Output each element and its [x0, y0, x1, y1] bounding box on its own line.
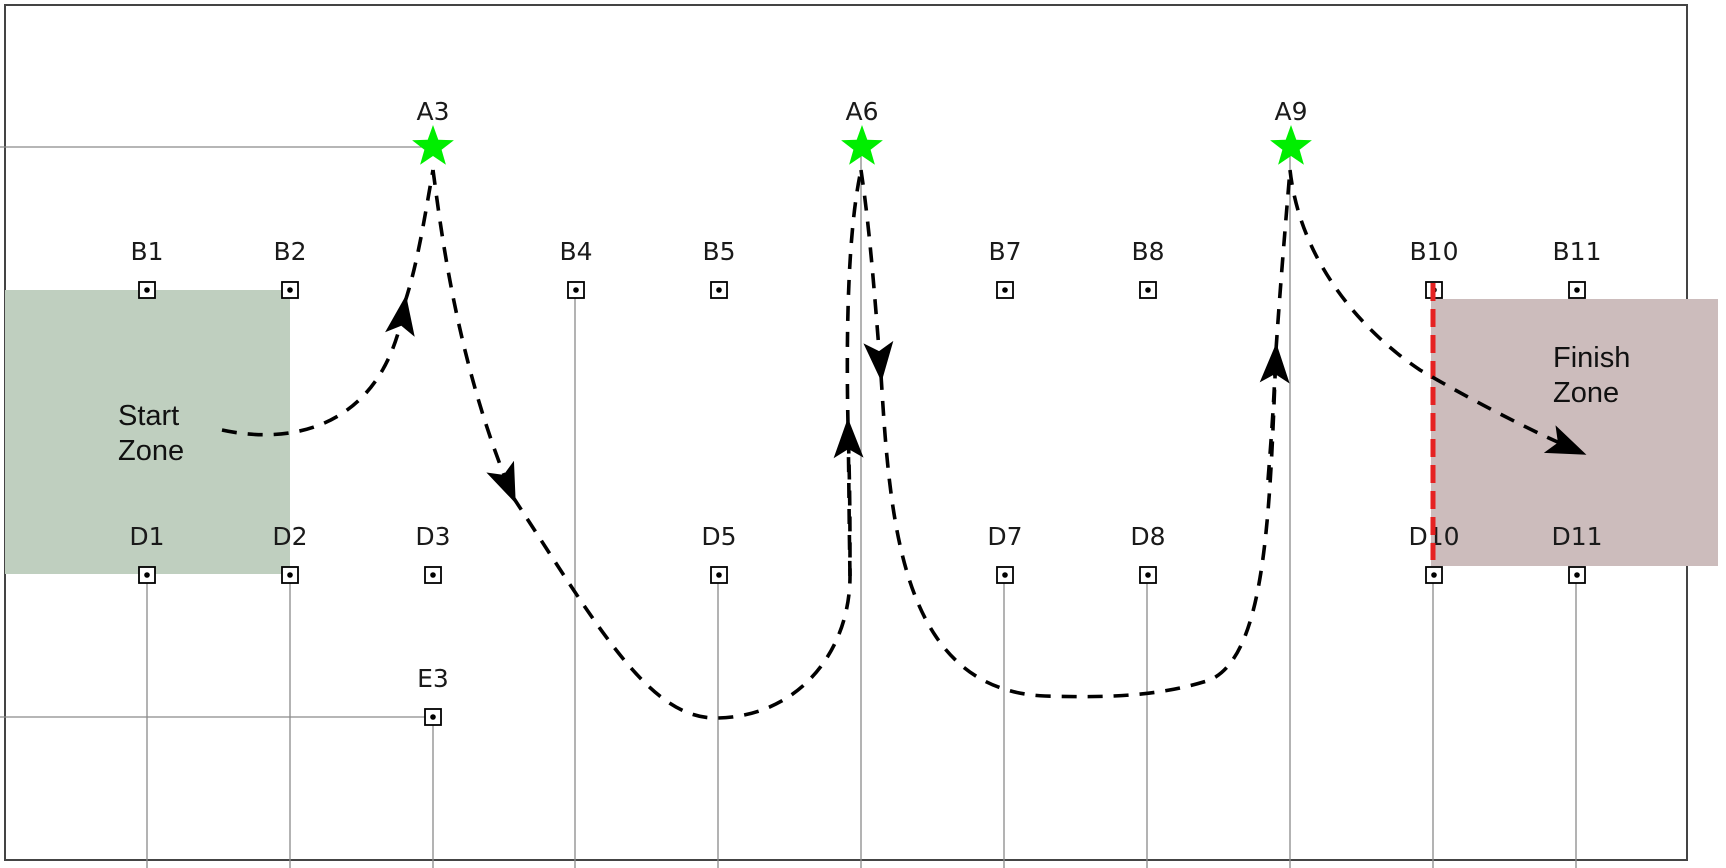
post-dot-icon — [144, 572, 150, 578]
marker-label: B1 — [130, 237, 163, 266]
marker-label: D8 — [1130, 522, 1165, 551]
marker-a6: A6 — [841, 97, 883, 165]
start-zone — [5, 290, 290, 574]
marker-d1: D1 — [129, 522, 165, 584]
marker-label: D11 — [1551, 522, 1602, 551]
marker-label: A3 — [416, 97, 449, 126]
marker-a9: A9 — [1270, 97, 1312, 165]
path-segment-start-to-a3 — [221, 295, 415, 437]
marker-label: B2 — [273, 237, 306, 266]
post-dot-icon — [1574, 572, 1580, 578]
marker-label: B8 — [1131, 237, 1164, 266]
marker-label: D7 — [987, 522, 1022, 551]
star-icon — [1270, 125, 1312, 165]
marker-b4: B4 — [559, 237, 593, 299]
course-path — [221, 169, 1587, 720]
path-segment-a3-down — [403, 169, 435, 303]
path-segment-up-to-a6-arrow — [833, 418, 864, 577]
marker-b8: B8 — [1131, 237, 1165, 299]
marker-b5: B5 — [702, 237, 736, 299]
start-zone-label: Start — [118, 400, 179, 432]
star-icon — [412, 125, 454, 165]
path-segment-up-to-a9-arrow — [1259, 343, 1290, 481]
marker-e3: E3 — [417, 664, 449, 726]
post-dot-icon — [1431, 572, 1437, 578]
star-icon — [841, 125, 883, 165]
path-segment-a6-down-arrow — [859, 169, 894, 382]
marker-label: A9 — [1274, 97, 1307, 126]
marker-a3: A3 — [412, 97, 454, 165]
marker-label: D1 — [129, 522, 164, 551]
finish-zone-label: Finish — [1553, 342, 1630, 374]
marker-b2: B2 — [273, 237, 307, 299]
marker-label: B10 — [1410, 237, 1459, 266]
post-dot-icon — [1574, 287, 1580, 293]
post-dot-icon — [287, 287, 293, 293]
path-segment-a9-to-finish-arrow — [1288, 169, 1587, 455]
marker-b7: B7 — [988, 237, 1022, 299]
marker-label: A6 — [845, 97, 878, 126]
marker-d5: D5 — [701, 522, 737, 584]
post-dot-icon — [1002, 287, 1008, 293]
marker-label: D2 — [272, 522, 307, 551]
path-segment-valley-2 — [879, 349, 1278, 699]
marker-d3: D3 — [415, 522, 451, 584]
start-zone-label: Zone — [118, 435, 184, 467]
post-dot-icon — [716, 572, 722, 578]
post-dot-icon — [716, 287, 722, 293]
marker-label: B5 — [702, 237, 735, 266]
marker-d2: D2 — [272, 522, 308, 584]
marker-b11: B11 — [1553, 237, 1602, 299]
marker-d11: D11 — [1551, 522, 1603, 584]
path-segment-to-a6 — [845, 169, 863, 426]
post-dot-icon — [1002, 572, 1008, 578]
marker-d8: D8 — [1130, 522, 1166, 584]
post-dot-icon — [287, 572, 293, 578]
marker-label: B4 — [559, 237, 592, 266]
marker-b10: B10 — [1410, 237, 1459, 299]
post-dot-icon — [430, 572, 436, 578]
marker-label: B11 — [1553, 237, 1602, 266]
marker-label: E3 — [417, 664, 449, 693]
marker-label: D3 — [415, 522, 450, 551]
post-dot-icon — [1145, 287, 1151, 293]
path-segment-a3-to-d4-arrow — [431, 169, 516, 504]
marker-d7: D7 — [987, 522, 1023, 584]
marker-label: D5 — [701, 522, 736, 551]
path-segment-valley-1 — [511, 424, 852, 720]
path-segment-to-a9 — [1274, 169, 1292, 351]
finish-zone-label: Zone — [1553, 377, 1619, 409]
post-dot-icon — [1145, 572, 1151, 578]
post-dot-icon — [573, 287, 579, 293]
post-dot-icon — [144, 287, 150, 293]
grid-lines — [0, 146, 1577, 868]
marker-b1: B1 — [130, 237, 164, 299]
marker-label: B7 — [988, 237, 1021, 266]
post-dot-icon — [430, 714, 436, 720]
